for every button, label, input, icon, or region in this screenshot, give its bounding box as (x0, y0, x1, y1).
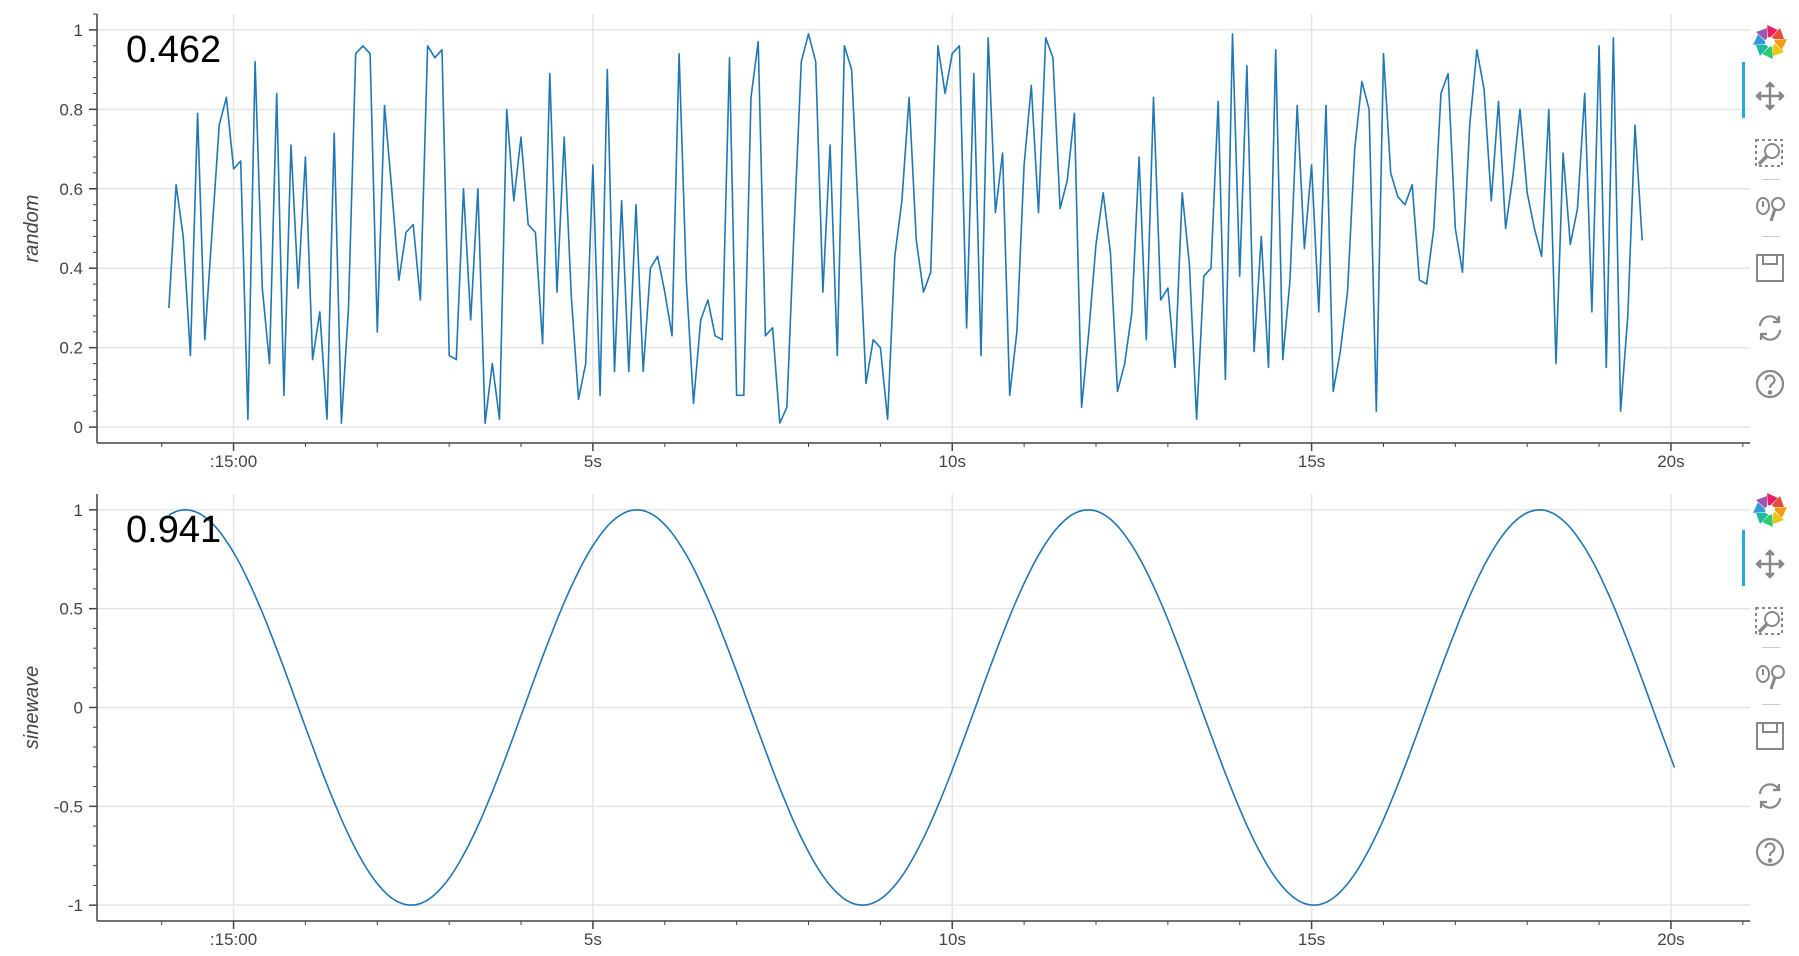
help-tool[interactable] (1748, 364, 1792, 408)
toolbar-separator (1762, 704, 1780, 705)
y-tick-label: -0.5 (54, 797, 83, 816)
save-tool[interactable] (1748, 248, 1792, 292)
wheel-zoom-tool[interactable] (1748, 190, 1792, 234)
x-tick-label: 10s (939, 930, 966, 949)
y-tick-label: 0.4 (59, 259, 83, 278)
box-zoom-icon (1752, 604, 1788, 645)
help-tool[interactable] (1748, 832, 1792, 876)
x-tick-label: 15s (1298, 452, 1325, 471)
save-tool[interactable] (1748, 716, 1792, 760)
pan-icon (1752, 78, 1788, 119)
series-line (168, 508, 1676, 906)
y-tick-label: 0.2 (59, 339, 83, 358)
toolbar-separator (1762, 647, 1780, 648)
sinewave-plot[interactable]: :15:00 5s 10s 15s 20s -1 -0.5 0 0.5 1 sinewave 0.94… (21, 494, 1750, 949)
current-value-label: 0.462 (126, 29, 221, 71)
grid (97, 14, 1750, 443)
random-plot[interactable]: :15:00 5s 10s 15s 20s 0 0.2 0.4 0.6 0.8 1 random 0.4… (21, 13, 1750, 471)
grid (97, 494, 1750, 921)
y-tick-label: 1 (74, 501, 83, 520)
y-tick-label: 0 (74, 418, 83, 437)
toolbar-separator (1762, 236, 1780, 237)
x-tick-label: 10s (939, 452, 966, 471)
pan-tool[interactable] (1748, 544, 1792, 588)
y-tick-label: 0.8 (59, 100, 83, 119)
wheel-zoom-tool[interactable] (1748, 658, 1792, 702)
x-tick-label: 5s (584, 452, 602, 471)
x-tick-label: 20s (1657, 452, 1684, 471)
current-value-label: 0.941 (126, 509, 221, 551)
bokeh-logo-tool[interactable] (1748, 22, 1792, 66)
toolbar-separator (1762, 179, 1780, 180)
reset-tool[interactable] (1748, 308, 1792, 352)
y-tick-label: 0 (74, 699, 83, 718)
x-tick-label: 5s (584, 930, 602, 949)
active-tool-indicator (1742, 62, 1745, 118)
y-tick-label: 0.5 (59, 600, 83, 619)
help-icon (1752, 834, 1788, 875)
y-axis-title: sinewave (21, 666, 43, 749)
save-icon (1752, 250, 1788, 291)
x-tick-label: :15:00 (210, 930, 257, 949)
save-icon (1752, 718, 1788, 759)
bokeh-logo-icon (1752, 492, 1788, 533)
x-tick-label: 15s (1298, 930, 1325, 949)
bokeh-logo-tool[interactable] (1748, 490, 1792, 534)
series-line (168, 33, 1643, 424)
pan-tool[interactable] (1748, 76, 1792, 120)
y-axis-title: random (21, 195, 43, 263)
box-zoom-tool[interactable] (1748, 134, 1792, 178)
reset-tool[interactable] (1748, 776, 1792, 820)
bokeh-logo-icon (1752, 24, 1788, 65)
wheel-zoom-icon (1752, 192, 1788, 233)
reset-icon (1752, 778, 1788, 819)
help-icon (1752, 366, 1788, 407)
reset-icon (1752, 310, 1788, 351)
y-tick-label: -1 (68, 896, 83, 915)
box-zoom-icon (1752, 136, 1788, 177)
x-tick-label: :15:00 (210, 452, 257, 471)
y-tick-label: 0.6 (59, 180, 83, 199)
y-tick-label: 1 (74, 21, 83, 40)
pan-icon (1752, 546, 1788, 587)
active-tool-indicator (1742, 530, 1745, 586)
box-zoom-tool[interactable] (1748, 602, 1792, 646)
wheel-zoom-icon (1752, 660, 1788, 701)
x-tick-label: 20s (1657, 930, 1684, 949)
